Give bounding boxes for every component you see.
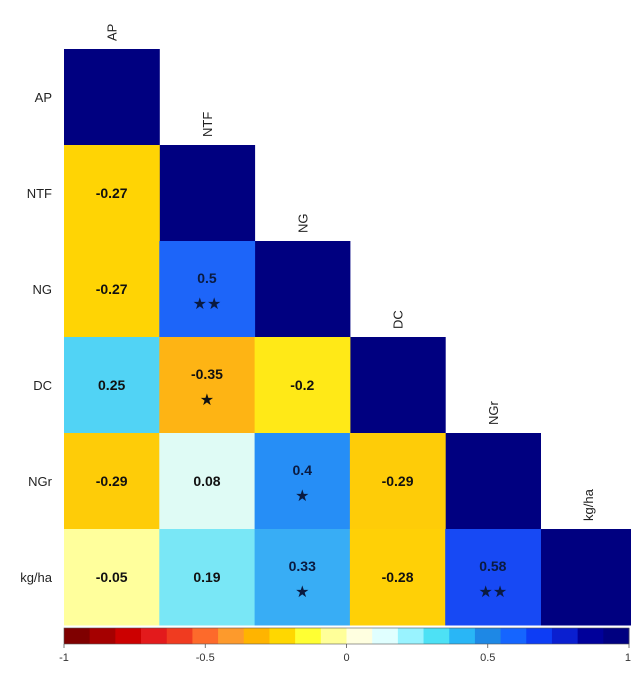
colorbar-segment bbox=[141, 628, 168, 644]
significance-stars: ★ bbox=[295, 582, 309, 601]
cell-value-label: -0.27 bbox=[96, 281, 128, 297]
colorbar-tick-label: 0.5 bbox=[480, 652, 495, 664]
colorbar-segment bbox=[449, 628, 476, 644]
row-label-ngr: NGr bbox=[28, 474, 53, 489]
significance-stars: ★★ bbox=[193, 294, 222, 313]
colorbar-segment bbox=[500, 628, 527, 644]
colorbar-segment bbox=[192, 628, 219, 644]
cell-kg-ha-ap bbox=[64, 529, 160, 626]
cell-ngr-dc bbox=[349, 433, 446, 530]
colorbar: -1 -0.5 0 0.5 1 bbox=[59, 627, 631, 664]
cell-value-label: 0.33 bbox=[289, 558, 316, 574]
cell-ngr-ntf bbox=[159, 433, 256, 530]
cell-diagonal-dc bbox=[349, 337, 446, 434]
colorbar-segment bbox=[526, 628, 553, 644]
cell-diagonal-ngr bbox=[445, 433, 541, 530]
cell-dc-ntf bbox=[159, 337, 256, 434]
cell-value-label: -0.05 bbox=[96, 569, 128, 585]
column-label-ngr: NGr bbox=[486, 401, 501, 426]
row-label-ntf: NTF bbox=[27, 186, 52, 201]
cell-value-label: -0.35 bbox=[191, 366, 223, 382]
cell-value-label: 0.4 bbox=[293, 462, 313, 478]
colorbar-tick-label: -1 bbox=[59, 652, 69, 664]
colorbar-segment bbox=[474, 628, 501, 644]
cell-value-label: 0.25 bbox=[98, 377, 125, 393]
column-label-kg-ha: kg/ha bbox=[581, 488, 596, 521]
colorbar-segment bbox=[64, 628, 91, 644]
colorbar-segment bbox=[166, 628, 193, 644]
cell-diagonal-ap bbox=[64, 49, 160, 146]
cell-value-label: -0.29 bbox=[96, 473, 128, 489]
cell-ngr-ap bbox=[64, 433, 160, 530]
cell-value-label: 0.08 bbox=[193, 473, 220, 489]
column-label-ng: NG bbox=[295, 214, 310, 234]
cell-diagonal-ntf bbox=[159, 145, 256, 242]
cell-kg-ha-ngr bbox=[445, 529, 541, 626]
significance-stars: ★★ bbox=[479, 582, 508, 601]
cell-dc-ap bbox=[64, 337, 160, 434]
cells-layer bbox=[64, 49, 631, 626]
cell-value-label: 0.5 bbox=[197, 270, 217, 286]
labels-layer: -0.27-0.270.5★★0.25-0.35★-0.2-0.29 0.080.… bbox=[20, 24, 596, 601]
colorbar-segment bbox=[295, 628, 322, 644]
colorbar-segment bbox=[603, 628, 630, 644]
cell-ngr-ng bbox=[254, 433, 351, 530]
cell-ntf-ap bbox=[64, 145, 160, 242]
cell-value-label: -0.2 bbox=[290, 377, 314, 393]
colorbar-segment bbox=[372, 628, 399, 644]
colorbar-segment bbox=[243, 628, 270, 644]
colorbar-segment bbox=[577, 628, 604, 644]
colorbar-segment bbox=[423, 628, 450, 644]
significance-stars: ★ bbox=[200, 390, 214, 409]
column-label-dc: DC bbox=[391, 310, 406, 329]
colorbar-segment bbox=[551, 628, 579, 644]
colorbar-segment bbox=[218, 628, 245, 644]
cell-diagonal-ng bbox=[254, 241, 351, 338]
colorbar-segment bbox=[269, 628, 296, 644]
row-label-dc: DC bbox=[33, 378, 52, 393]
cell-value-label: 0.19 bbox=[193, 569, 220, 585]
row-label-kg-ha: kg/ha bbox=[20, 570, 53, 585]
column-label-ntf: NTF bbox=[200, 112, 215, 137]
cell-ng-ap bbox=[64, 241, 160, 338]
cell-value-label: -0.29 bbox=[382, 473, 414, 489]
cell-value-label: -0.27 bbox=[96, 185, 128, 201]
colorbar-segment bbox=[346, 628, 373, 644]
cell-value-label: -0.28 bbox=[382, 569, 414, 585]
cell-kg-ha-dc bbox=[349, 529, 446, 626]
colorbar-tick-label: 1 bbox=[625, 652, 631, 664]
colorbar-tick-label: 0 bbox=[343, 652, 349, 664]
cell-kg-ha-ntf bbox=[159, 529, 256, 626]
cell-ng-ntf bbox=[159, 241, 256, 338]
colorbar-segment bbox=[397, 628, 424, 644]
colorbar-segment bbox=[89, 628, 116, 644]
colorbar-segment bbox=[320, 628, 347, 644]
cell-value-label: 0.58 bbox=[479, 558, 506, 574]
cell-kg-ha-ng bbox=[254, 529, 351, 626]
significance-stars: ★ bbox=[295, 486, 309, 505]
colorbar-segment bbox=[115, 628, 142, 644]
colorbar-tick-label: -0.5 bbox=[196, 652, 215, 664]
row-label-ng: NG bbox=[33, 282, 53, 297]
cell-diagonal-kg-ha bbox=[540, 529, 631, 626]
row-label-ap: AP bbox=[35, 90, 52, 105]
column-label-ap: AP bbox=[105, 24, 120, 41]
cell-dc-ng bbox=[254, 337, 351, 434]
